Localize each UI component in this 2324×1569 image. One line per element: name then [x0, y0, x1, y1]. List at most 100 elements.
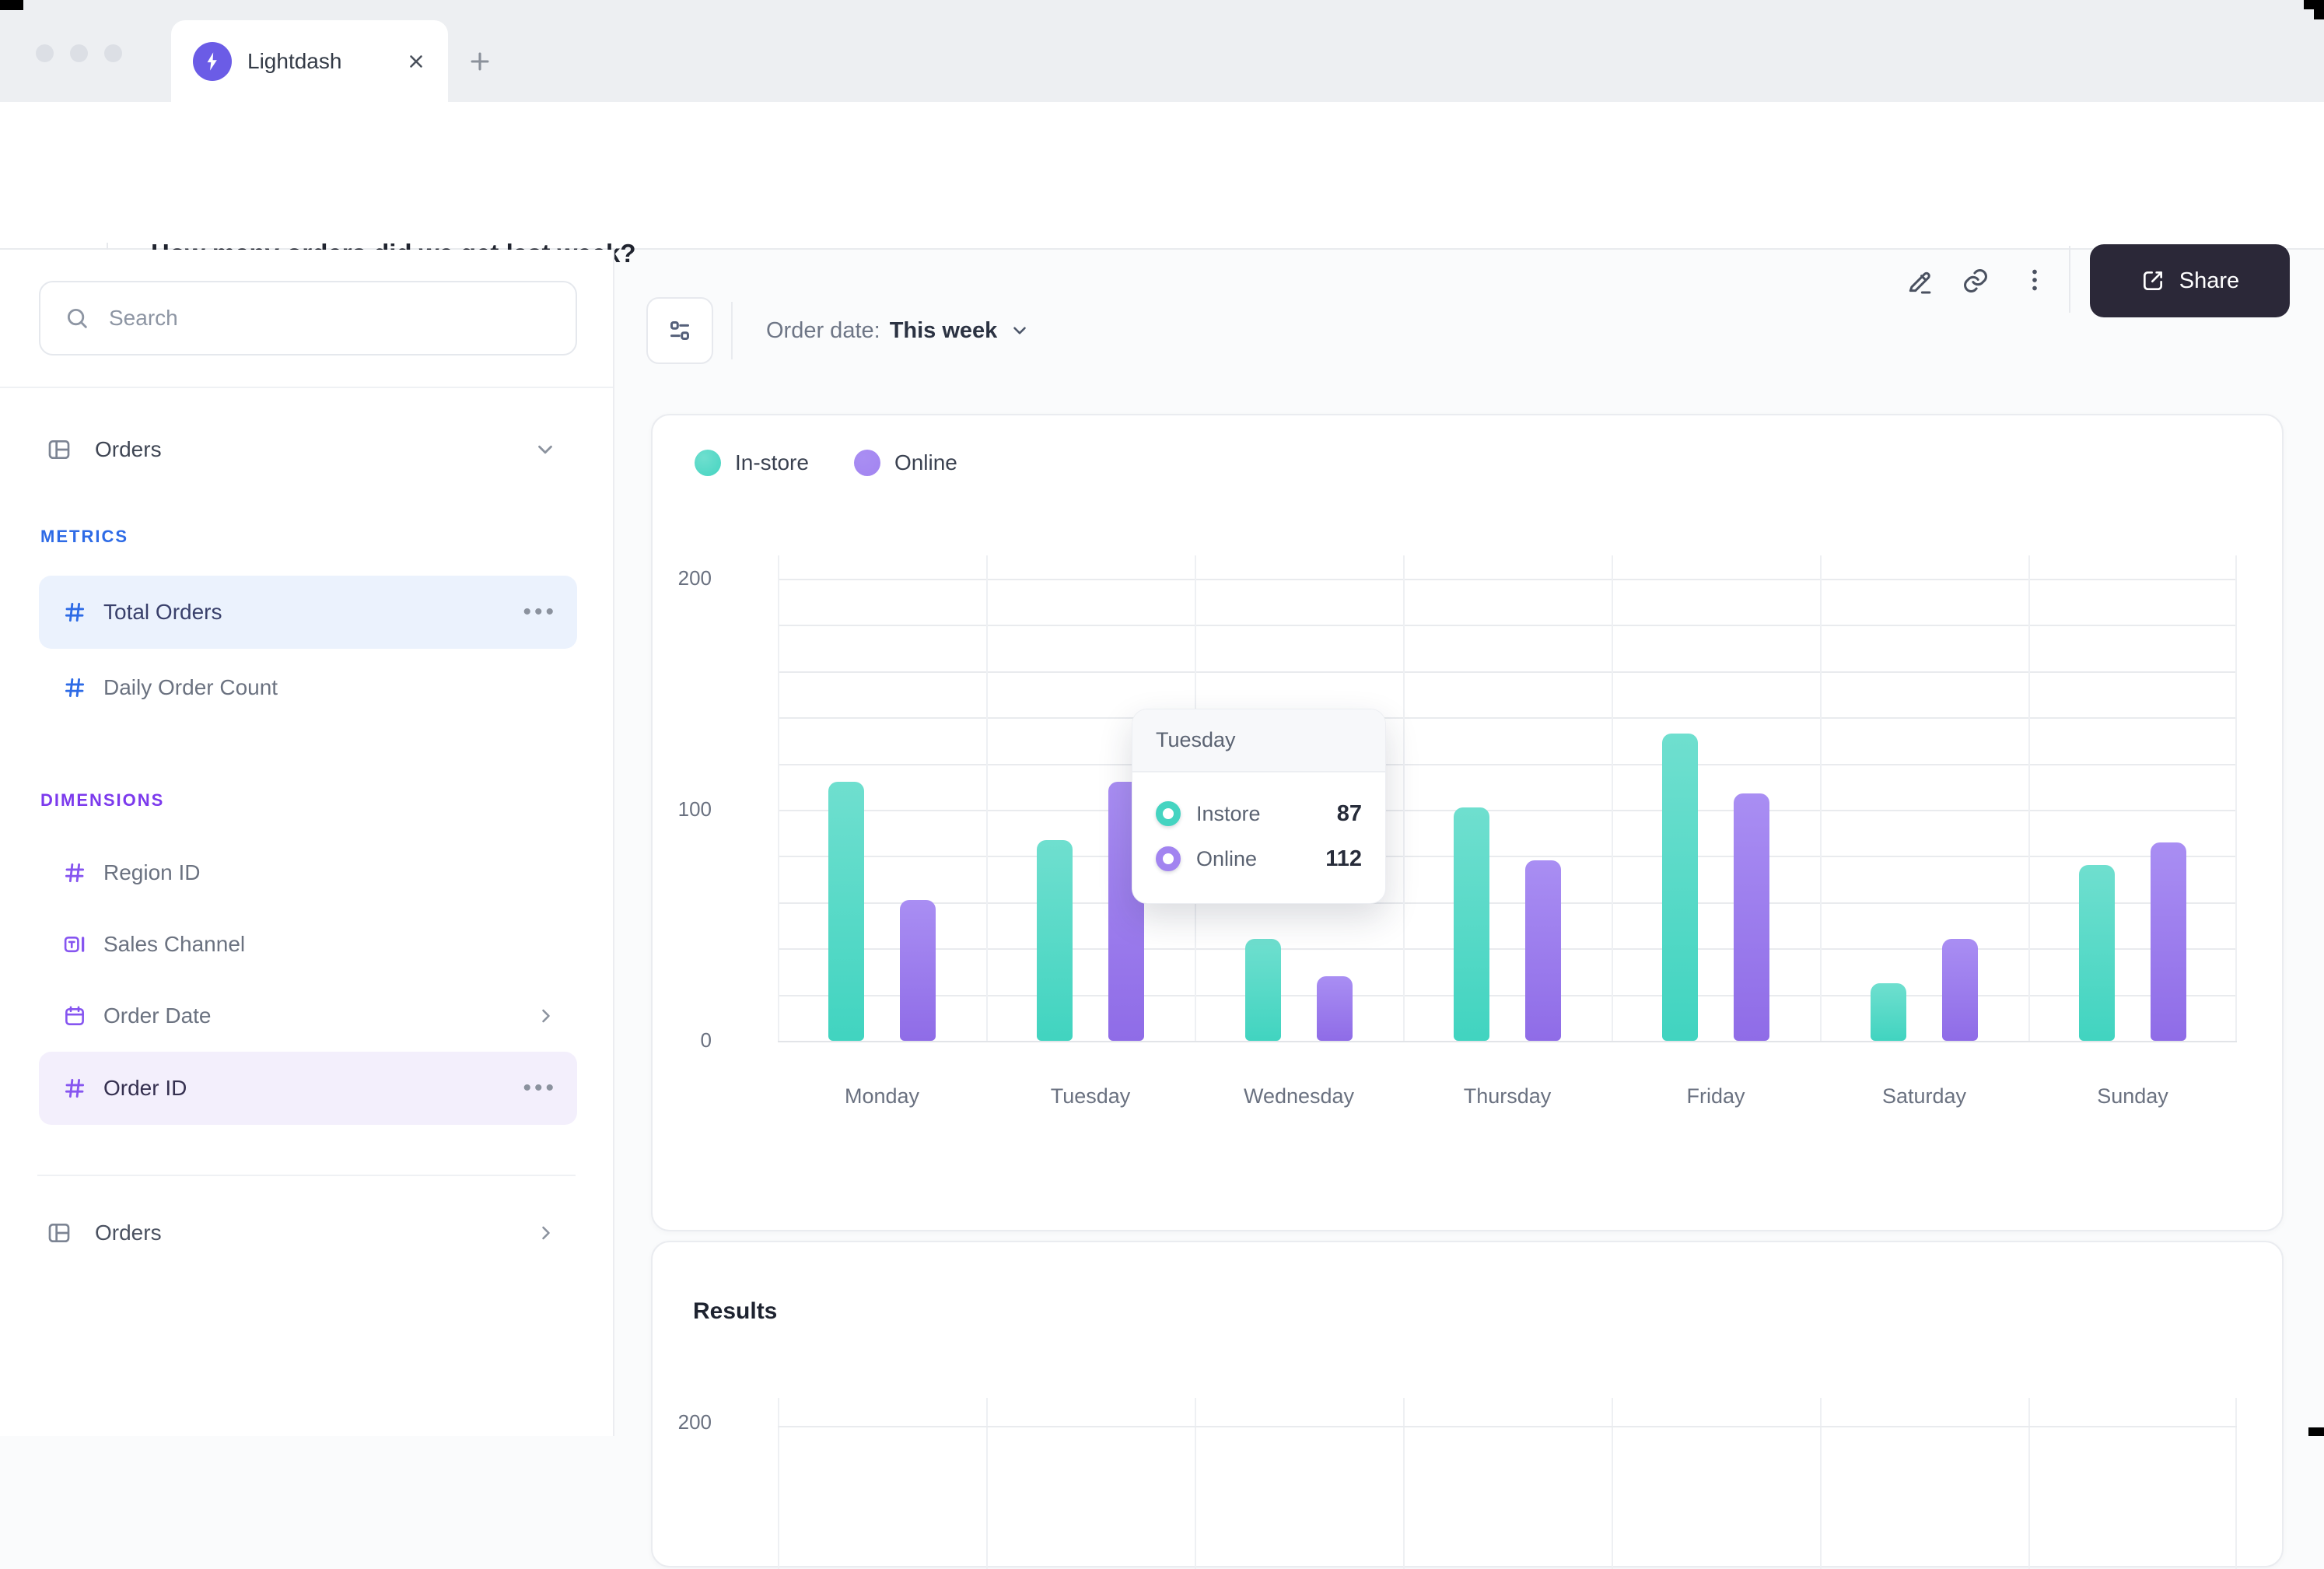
screen-artifact [0, 0, 23, 10]
filter-chip-order-date[interactable]: Order date: This week [766, 297, 1030, 364]
x-tick-label: Wednesday [1213, 1084, 1384, 1108]
results-plot-area [778, 1398, 2237, 1569]
gridline [986, 1398, 988, 1569]
hash-icon [63, 676, 86, 699]
tooltip-series-value: 112 [1325, 846, 1362, 872]
sidebar-item-order-date[interactable]: Order Date [39, 979, 577, 1052]
y-tick-label: 200 [653, 566, 744, 590]
sidebar-item-sales-channel[interactable]: Sales Channel [39, 908, 577, 981]
chart-config-button[interactable] [646, 297, 713, 364]
gridline [778, 555, 779, 1041]
bar-online-friday[interactable] [1734, 793, 1769, 1041]
gridline [778, 1398, 779, 1569]
bar-online-sunday[interactable] [2151, 842, 2186, 1041]
gridline [778, 671, 2237, 673]
bar-online-wednesday[interactable] [1317, 976, 1353, 1041]
hash-icon [63, 861, 86, 884]
legend-item-online[interactable]: Online [854, 450, 957, 476]
sidebar-item-orders-table-bottom[interactable]: Orders [39, 1196, 577, 1270]
item-options-icon[interactable]: ••• [523, 601, 557, 624]
share-button[interactable]: Share [2090, 244, 2290, 317]
bar-online-monday[interactable] [900, 900, 936, 1041]
sidebar-item-daily-order-count[interactable]: Daily Order Count [39, 651, 577, 724]
bar-instore-sunday[interactable] [2079, 865, 2115, 1041]
dimensions-section-label: DIMENSIONS [40, 790, 164, 811]
series-ring-icon [1156, 801, 1181, 826]
sidebar-divider [37, 1175, 576, 1176]
bar-instore-tuesday[interactable] [1037, 840, 1073, 1041]
filter-divider [731, 302, 733, 359]
x-tick-label: Saturday [1839, 1084, 2010, 1108]
gridline [1403, 555, 1405, 1041]
x-tick-label: Monday [796, 1084, 968, 1108]
sidebar-item-orders-table[interactable]: Orders [39, 413, 577, 486]
legend-dot-in-store [695, 450, 721, 476]
window-dot[interactable] [104, 44, 122, 62]
legend-item-in-store[interactable]: In-store [695, 450, 809, 476]
chevron-down-icon[interactable] [534, 438, 557, 461]
sidebar-item-label: Orders [95, 437, 162, 462]
x-tick-label: Friday [1630, 1084, 1801, 1108]
bar-online-thursday[interactable] [1525, 860, 1561, 1041]
bar-instore-monday[interactable] [828, 782, 864, 1041]
gridline [1820, 555, 1822, 1041]
window-dot[interactable] [36, 44, 54, 62]
gridline [778, 948, 2237, 950]
gridline [778, 764, 2237, 765]
browser-tab-lightdash[interactable]: Lightdash [171, 20, 448, 102]
filter-value: This week [890, 318, 998, 344]
tooltip-title: Tuesday [1132, 709, 1385, 772]
gridline [1612, 555, 1613, 1041]
gridline [778, 717, 2237, 719]
bar-instore-wednesday[interactable] [1245, 939, 1281, 1041]
link-icon[interactable] [1961, 266, 1990, 296]
gridline [778, 625, 2237, 626]
sidebar-item-label: Orders [95, 1221, 162, 1245]
gridline [778, 810, 2237, 811]
gridline [778, 856, 2237, 857]
item-options-icon[interactable]: ••• [523, 1077, 557, 1100]
gridline [1403, 1398, 1405, 1569]
lightdash-bolt-icon [193, 42, 232, 81]
results-card: Results 200 [651, 1241, 2284, 1567]
share-button-label: Share [2179, 268, 2239, 294]
gridline [1612, 1398, 1613, 1569]
window-dot[interactable] [70, 44, 88, 62]
bar-online-saturday[interactable] [1942, 939, 1978, 1041]
legend-label: In-store [735, 450, 809, 475]
sidebar-item-label: Region ID [103, 860, 201, 885]
x-tick-label: Thursday [1422, 1084, 1593, 1108]
search-box[interactable] [39, 281, 577, 355]
sidebar-item-total-orders[interactable]: Total Orders ••• [39, 576, 577, 649]
screen-artifact [2308, 1427, 2324, 1436]
gridline [1820, 1398, 1822, 1569]
tab-close-icon[interactable] [406, 51, 426, 72]
new-tab-icon[interactable] [467, 48, 493, 75]
chart-tooltip: Tuesday Instore 87 Online 112 [1132, 709, 1386, 904]
search-icon [64, 305, 90, 331]
sidebar-item-label: Order Date [103, 1003, 212, 1028]
tab-title: Lightdash [247, 49, 390, 74]
search-input[interactable] [109, 306, 552, 331]
tooltip-series-value: 87 [1337, 801, 1362, 827]
y-tick-label: 0 [653, 1028, 744, 1052]
sliders-icon [666, 317, 694, 345]
sidebar-item-order-id[interactable]: Order ID ••• [39, 1052, 577, 1125]
chart-legend: In-store Online [695, 450, 957, 476]
chevron-right-icon[interactable] [535, 1222, 557, 1244]
gridline [778, 1041, 2237, 1042]
bar-instore-thursday[interactable] [1454, 807, 1489, 1041]
share-icon [2140, 268, 2165, 293]
edit-icon[interactable] [1906, 266, 1935, 296]
browser-tab-strip: Lightdash [0, 0, 2324, 102]
bar-instore-saturday[interactable] [1871, 983, 1906, 1041]
gridline [986, 555, 988, 1041]
tooltip-series-label: Online [1196, 847, 1310, 871]
legend-dot-online [854, 450, 880, 476]
more-options-icon[interactable] [2021, 266, 2049, 294]
chevron-right-icon[interactable] [535, 1005, 557, 1027]
bar-instore-friday[interactable] [1662, 734, 1698, 1041]
sidebar-item-region-id[interactable]: Region ID [39, 836, 577, 909]
